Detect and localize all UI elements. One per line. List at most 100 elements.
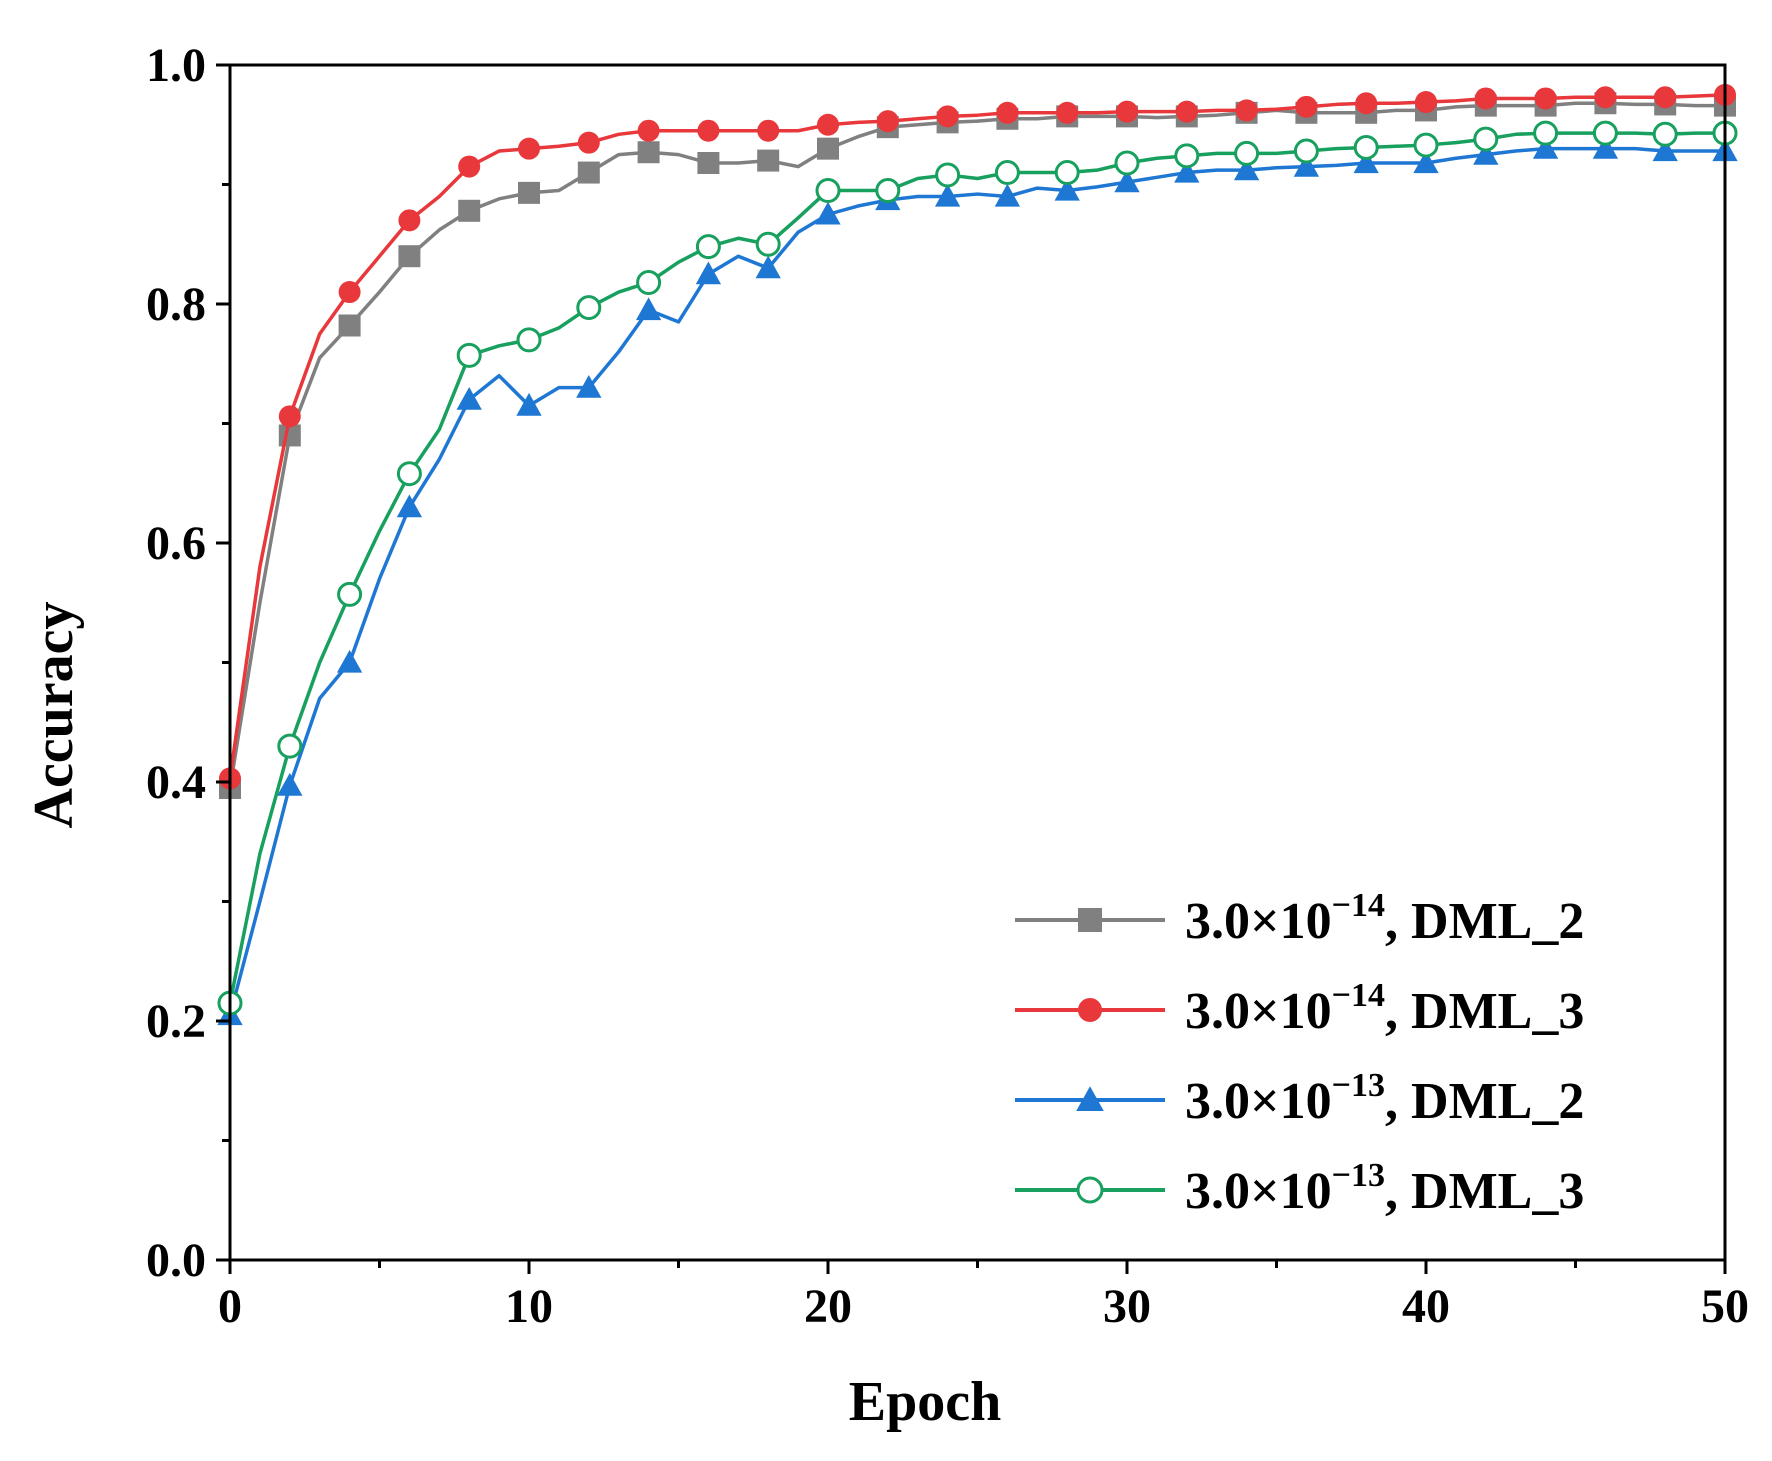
data-point <box>1234 140 1260 166</box>
x-tick-label: 0 <box>218 1280 242 1333</box>
data-point <box>576 295 602 321</box>
legend-marker <box>1076 1086 1104 1112</box>
data-point <box>757 119 780 142</box>
y-axis-title: Accuracy <box>23 601 85 828</box>
data-point <box>1116 100 1138 123</box>
legend-marker <box>1078 998 1102 1022</box>
legend-item-1: 3.0×10−14, DML_2 <box>1015 887 1584 950</box>
data-point <box>1534 87 1557 110</box>
data-point <box>1054 177 1080 201</box>
legend-suffix: , DML_3 <box>1385 1163 1584 1220</box>
legend-suffix: , DML_3 <box>1385 983 1584 1040</box>
data-point <box>398 245 421 268</box>
data-point <box>516 392 542 416</box>
data-point <box>635 297 662 321</box>
data-point <box>1235 99 1258 122</box>
data-point <box>1353 134 1379 160</box>
data-point <box>934 183 961 207</box>
legend-item-2: 3.0×10−14, DML_3 <box>1015 977 1584 1040</box>
data-point <box>757 149 780 172</box>
data-point <box>1175 100 1198 123</box>
data-point <box>337 581 363 607</box>
data-point <box>1652 138 1678 162</box>
data-point <box>516 327 542 353</box>
data-point <box>637 141 660 164</box>
data-point <box>1474 87 1497 110</box>
data-point <box>518 137 540 160</box>
data-point <box>1355 92 1378 115</box>
legend-label: 3.0×10−13, DML_3 <box>1185 1157 1584 1220</box>
series-3 <box>217 136 1738 1026</box>
legend-base: 3.0×10 <box>1185 983 1332 1040</box>
data-point <box>1592 120 1618 146</box>
legend-base: 3.0×10 <box>1185 1163 1332 1220</box>
legend-exponent: −14 <box>1332 977 1385 1014</box>
legend-item-4: 3.0×10−13, DML_3 <box>1015 1157 1584 1220</box>
data-point <box>278 405 301 428</box>
data-point <box>458 199 481 222</box>
data-point <box>1532 136 1559 159</box>
legend-item-3: 3.0×10−13, DML_2 <box>1015 1067 1584 1130</box>
data-point <box>755 231 781 257</box>
data-point <box>277 733 303 759</box>
data-point <box>1114 169 1140 193</box>
data-point <box>1654 86 1677 109</box>
data-point <box>577 161 600 184</box>
y-tick-label: 0.0 <box>146 1234 206 1287</box>
data-point <box>1652 121 1678 147</box>
data-point <box>876 110 899 133</box>
data-point <box>1233 157 1260 181</box>
data-point <box>1054 160 1080 186</box>
legend-exponent: −14 <box>1332 887 1385 924</box>
data-point <box>1353 150 1379 174</box>
data-point <box>994 183 1021 207</box>
legend: 3.0×10−14, DML_23.0×10−14, DML_33.0×10−1… <box>1015 887 1584 1220</box>
legend-label: 3.0×10−14, DML_3 <box>1185 977 1584 1040</box>
data-point <box>1415 91 1437 114</box>
data-point <box>996 101 1019 124</box>
data-point <box>935 162 961 188</box>
data-point <box>576 375 602 398</box>
data-point <box>277 772 303 796</box>
data-point <box>456 386 482 410</box>
y-tick-label: 0.4 <box>146 756 206 809</box>
data-point <box>1293 138 1319 164</box>
data-point <box>636 269 662 295</box>
y-tick-label: 0.6 <box>146 517 206 570</box>
data-point <box>1594 86 1617 109</box>
data-point <box>456 342 482 368</box>
series-line <box>228 101 1725 789</box>
data-point <box>817 137 839 160</box>
data-point <box>338 281 361 304</box>
data-point <box>1174 159 1200 183</box>
data-point <box>1473 126 1499 152</box>
data-point <box>1293 153 1320 177</box>
axes-layer: 0 10 20 30 40 50 0.0 0.2 0.4 0.6 0.8 1.0 <box>146 39 1749 1333</box>
data-point <box>398 209 421 232</box>
x-tick-label: 50 <box>1701 1280 1749 1333</box>
data-point <box>755 255 781 279</box>
series-layer <box>217 83 1738 1026</box>
series-line <box>228 146 1725 1016</box>
data-point <box>518 181 540 204</box>
legend-suffix: , DML_2 <box>1385 1073 1584 1130</box>
data-point <box>1174 143 1200 169</box>
data-point <box>1413 150 1439 174</box>
y-tick-label: 0.2 <box>146 995 206 1048</box>
data-point <box>396 494 423 518</box>
legend-base: 3.0×10 <box>1185 1073 1332 1130</box>
data-point <box>817 113 839 136</box>
data-point <box>577 131 600 154</box>
y-tick-label: 1.0 <box>146 39 206 92</box>
data-point <box>336 649 363 673</box>
data-point <box>1295 95 1318 118</box>
data-point <box>695 234 721 260</box>
y-tick-label: 0.8 <box>146 278 206 331</box>
data-point <box>278 424 301 447</box>
data-point <box>637 119 660 142</box>
data-point <box>1056 101 1079 124</box>
data-point <box>1114 150 1140 176</box>
data-point <box>1413 132 1439 158</box>
legend-suffix: , DML_2 <box>1385 893 1584 950</box>
